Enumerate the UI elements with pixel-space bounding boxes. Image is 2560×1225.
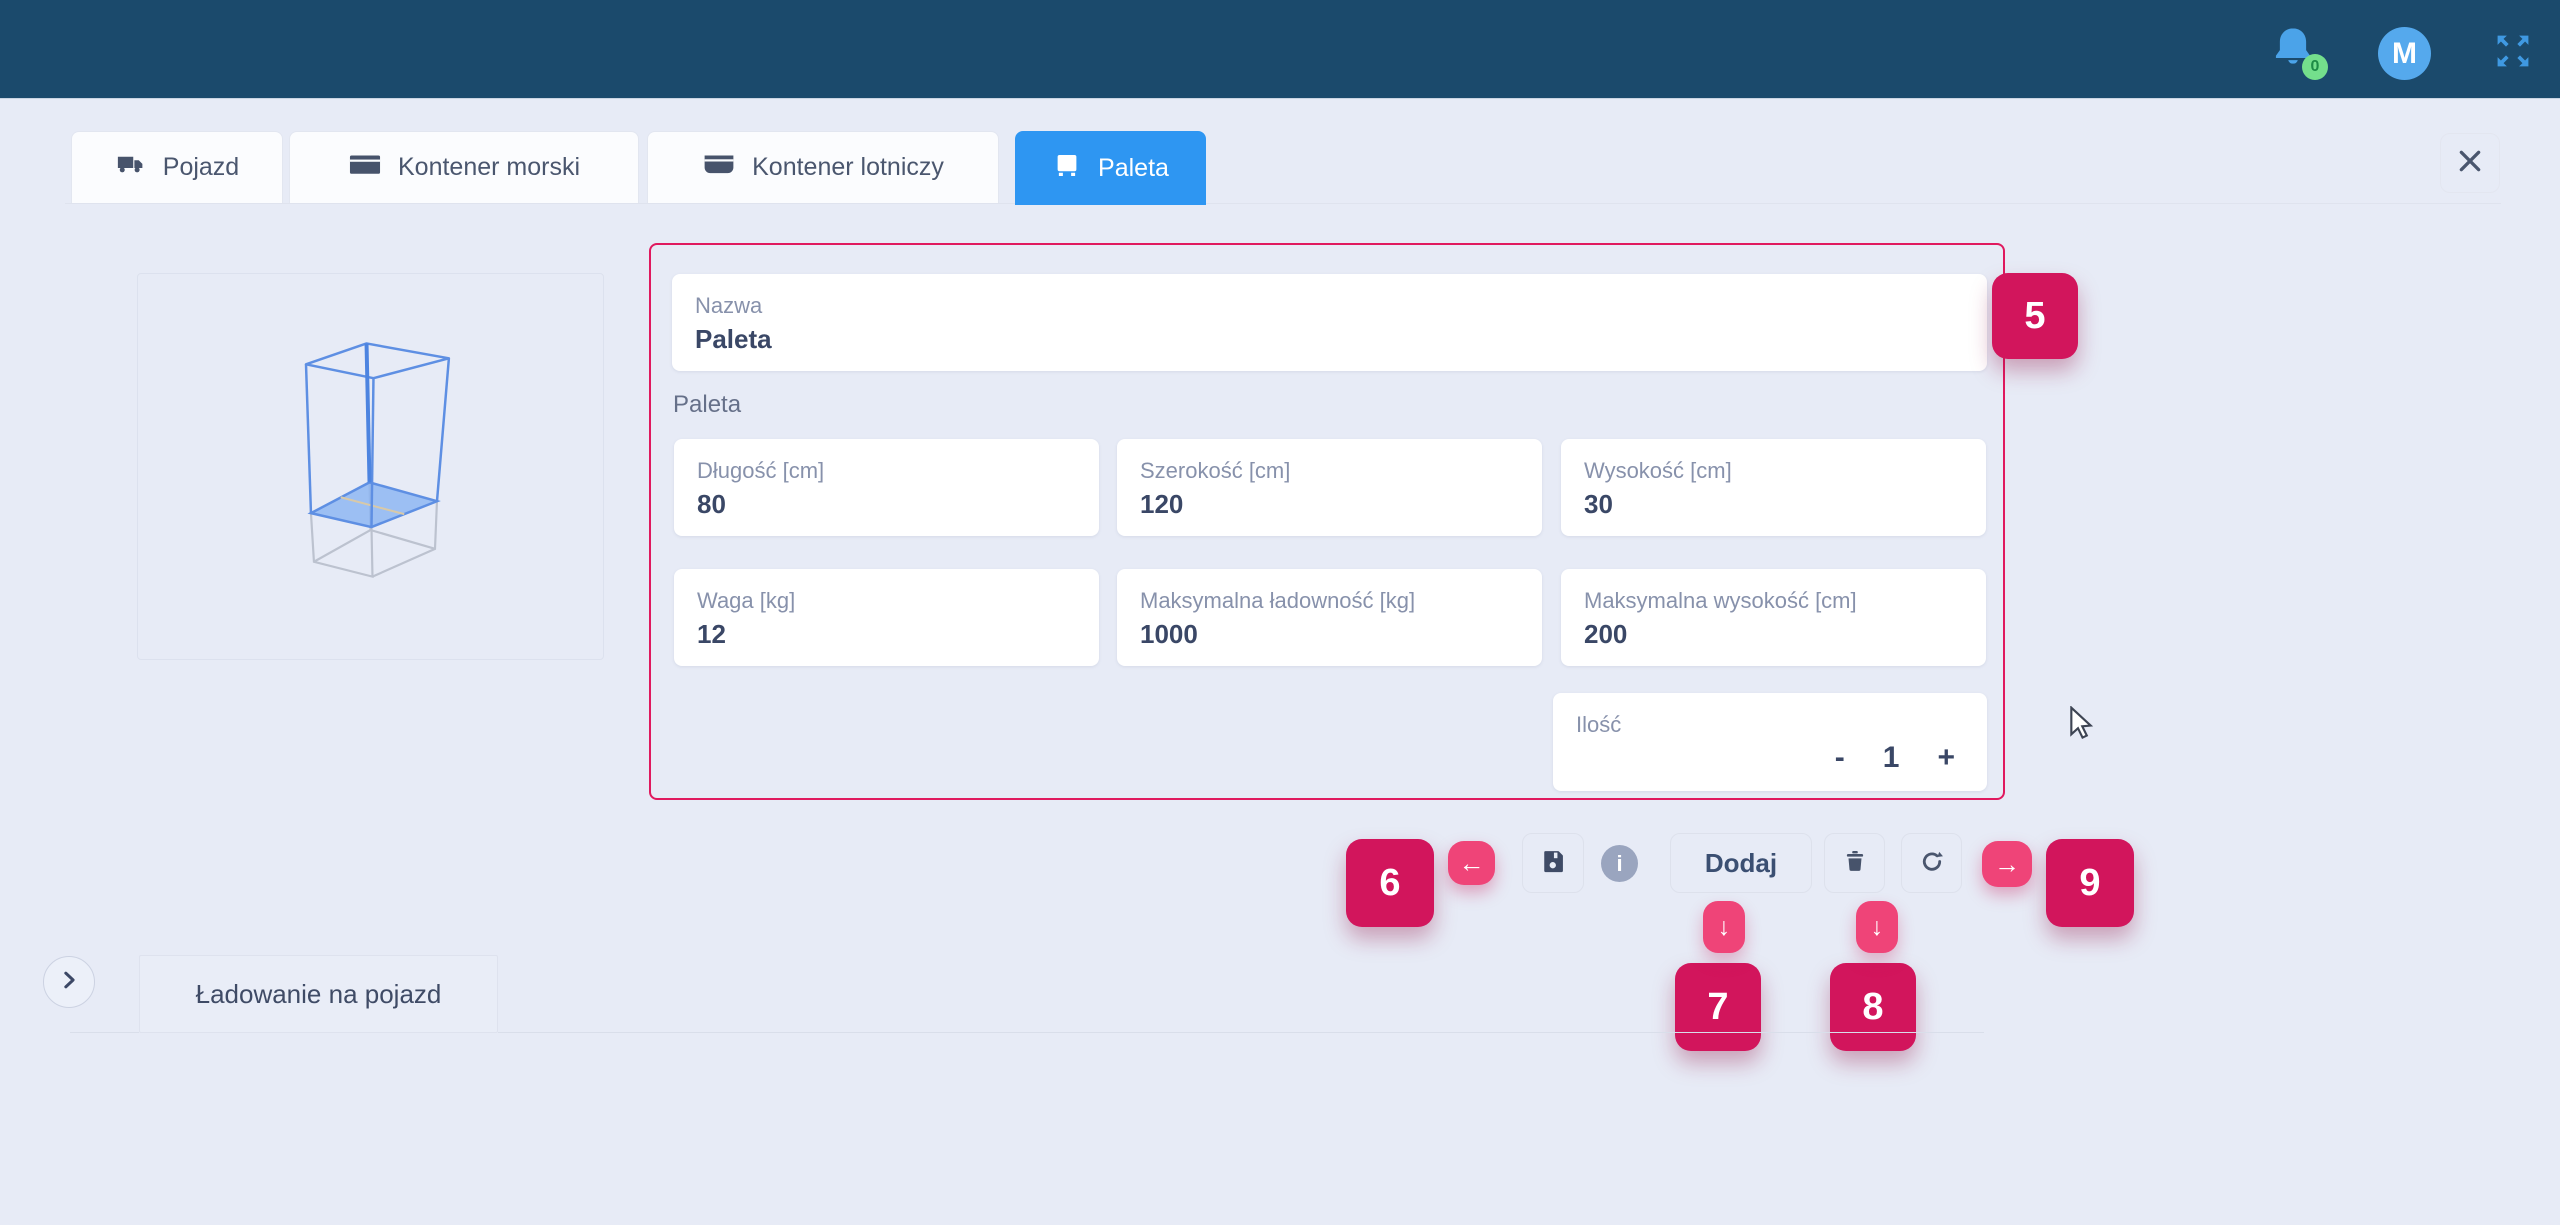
tab-paleta[interactable]: Paleta [1015, 131, 1206, 205]
quantity-decrement-button[interactable]: - [1834, 741, 1845, 774]
tutorial-step-badge-9: 9 [2046, 839, 2134, 927]
refresh-icon [1918, 847, 1946, 880]
field-value: 30 [1584, 488, 1613, 519]
quantity-field: Ilość - 1 + [1553, 693, 1987, 791]
field-value: 120 [1140, 488, 1184, 519]
quantity-label: Ilość [1576, 712, 1622, 737]
tutorial-step-badge-5: 5 [1992, 273, 2078, 359]
fullscreen-icon[interactable] [2492, 30, 2534, 72]
tour-next-button[interactable]: → [1982, 841, 2032, 887]
quantity-increment-button[interactable]: + [1937, 741, 1955, 774]
arrow-right-icon: → [1994, 848, 2020, 879]
tab-ladowanie-na-pojazd[interactable]: Ładowanie na pojazd [139, 955, 498, 1033]
add-button[interactable]: Dodaj [1670, 833, 1812, 893]
field-label: Waga [kg] [697, 588, 796, 613]
info-icon: i [1601, 845, 1638, 882]
bell-icon [2268, 28, 2318, 78]
tab-pojazd[interactable]: Pojazd [71, 131, 283, 203]
bottom-divider [70, 1032, 139, 1033]
tutorial-step-badge-8: 8 [1830, 963, 1916, 1051]
quantity-stepper: - 1 + [1835, 741, 1955, 775]
field-value: 12 [697, 618, 726, 649]
field-value: 1000 [1140, 618, 1198, 649]
tutorial-pointer-8: ↓ [1856, 901, 1898, 953]
user-avatar[interactable]: M [2378, 27, 2431, 80]
quantity-value: 1 [1882, 741, 1900, 774]
arrow-down-icon: ↓ [1717, 912, 1731, 941]
tour-prev-button[interactable]: ← [1448, 841, 1495, 885]
bottom-tab-label: Ładowanie na pojazd [195, 978, 442, 1009]
arrow-down-icon: ↓ [1870, 912, 1884, 941]
max-height-field[interactable]: Maksymalna wysokość [cm] 200 [1561, 569, 1986, 666]
pallet-wireframe-image [304, 342, 451, 579]
tab-label: Pojazd [162, 153, 240, 181]
pallet-3d-preview [137, 273, 604, 660]
notifications-button[interactable]: 0 [2268, 22, 2328, 80]
name-field[interactable]: Nazwa Paleta [672, 274, 1987, 371]
field-label: Wysokość [cm] [1584, 458, 1732, 483]
tabstrip-divider [65, 203, 2501, 204]
floppy-icon [1539, 847, 1567, 880]
tab-kontener-lotniczy[interactable]: Kontener lotniczy [647, 131, 999, 203]
tab-label: Kontener lotniczy [752, 153, 944, 181]
top-bar: 0 M [0, 0, 2560, 99]
refresh-button[interactable] [1901, 833, 1962, 893]
name-field-label: Nazwa [695, 293, 763, 318]
arrow-left-icon: ← [1458, 847, 1485, 878]
notification-count-badge: 0 [2302, 54, 2328, 80]
tab-kontener-morski[interactable]: Kontener morski [289, 131, 639, 203]
bottom-divider [498, 1032, 1984, 1033]
chevron-right-icon [58, 969, 80, 996]
tutorial-step-badge-6: 6 [1346, 839, 1434, 927]
max-load-field[interactable]: Maksymalna ładowność [kg] 1000 [1117, 569, 1542, 666]
name-field-value: Paleta [695, 323, 772, 354]
field-value: 200 [1584, 618, 1628, 649]
close-icon [2457, 148, 2483, 179]
field-label: Szerokość [cm] [1140, 458, 1291, 483]
mouse-cursor [2066, 705, 2098, 744]
save-button[interactable] [1522, 833, 1584, 893]
width-field[interactable]: Szerokość [cm] 120 [1117, 439, 1542, 536]
expand-panel-button[interactable] [43, 956, 95, 1008]
add-button-label: Dodaj [1704, 847, 1778, 878]
tutorial-step-badge-7: 7 [1675, 963, 1761, 1051]
field-value: 80 [697, 488, 726, 519]
height-field[interactable]: Wysokość [cm] 30 [1561, 439, 1986, 536]
length-field[interactable]: Długość [cm] 80 [674, 439, 1099, 536]
field-label: Maksymalna wysokość [cm] [1584, 588, 1857, 613]
pallet-form-panel: Nazwa Paleta Paleta Długość [cm] 80 Szer… [649, 243, 2005, 800]
sea-container-icon [348, 149, 382, 186]
pallet-icon [1052, 150, 1082, 187]
section-label: Paleta [673, 391, 742, 418]
weight-field[interactable]: Waga [kg] 12 [674, 569, 1099, 666]
close-button[interactable] [2440, 133, 2500, 193]
trash-icon [1842, 847, 1868, 880]
truck-icon [115, 149, 147, 186]
field-label: Maksymalna ładowność [kg] [1140, 588, 1416, 613]
tab-label: Paleta [1098, 154, 1169, 182]
air-container-icon [702, 149, 736, 186]
field-label: Długość [cm] [697, 458, 825, 483]
tutorial-pointer-7: ↓ [1703, 901, 1745, 953]
delete-button[interactable] [1824, 833, 1885, 893]
tab-label: Kontener morski [397, 153, 581, 181]
